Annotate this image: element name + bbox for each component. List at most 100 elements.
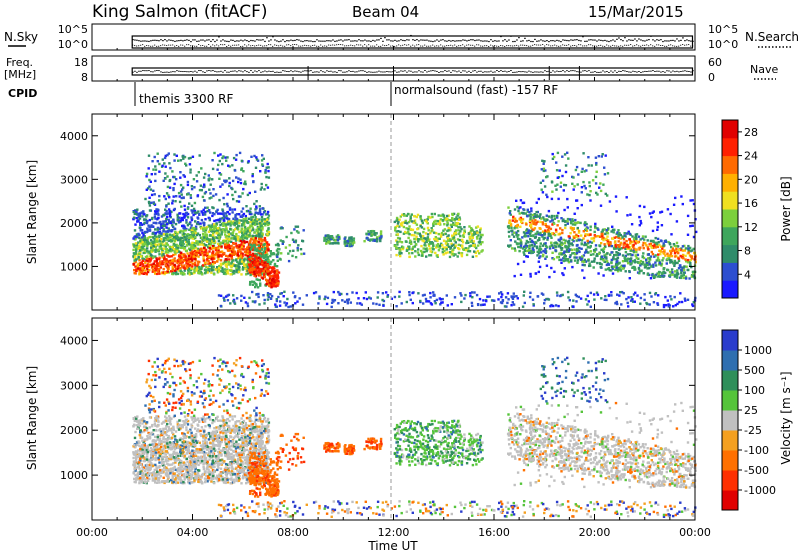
- noise-sample: [630, 44, 632, 46]
- echo-cell: [163, 272, 166, 276]
- echo-cell: [158, 257, 161, 261]
- freq-sample: [240, 70, 242, 72]
- echo-cell: [531, 221, 535, 224]
- echo-cell: [160, 232, 163, 235]
- echo-cell: [155, 222, 158, 225]
- echo-cell: [224, 224, 228, 228]
- echo-cell: [637, 235, 641, 238]
- echo-cell: [186, 207, 190, 210]
- freq-sample: [166, 71, 168, 73]
- noise-sample: [654, 40, 656, 42]
- freq-sample: [394, 70, 396, 72]
- freq-sample: [440, 71, 442, 73]
- echo-cell: [518, 242, 521, 245]
- echo-cell: [221, 241, 224, 245]
- echo-cell: [177, 221, 181, 224]
- noise-sample: [176, 40, 178, 42]
- echo-cell: [145, 250, 149, 253]
- noise-sample: [268, 40, 270, 42]
- echo-cell: [421, 221, 424, 225]
- echo-cell: [222, 261, 225, 265]
- freq-sample: [640, 71, 642, 73]
- noise-sample: [466, 40, 468, 42]
- echo-cell: [687, 247, 690, 250]
- echo-cell: [288, 244, 291, 247]
- echo-cell: [444, 242, 448, 245]
- echo-cell: [455, 216, 458, 219]
- echo-cell: [567, 261, 571, 264]
- noise-sample: [564, 39, 566, 41]
- echo-cell: [251, 255, 254, 258]
- noise-sample: [248, 44, 250, 46]
- echo-cell: [182, 266, 185, 269]
- noise-sample: [246, 45, 248, 47]
- noise-sample: [260, 39, 262, 41]
- echo-cell: [254, 254, 257, 257]
- echo-cell: [209, 192, 212, 195]
- echo-cell: [250, 246, 253, 250]
- noise-sample: [216, 39, 218, 41]
- freq-sample: [518, 71, 520, 73]
- noise-sample: [650, 35, 652, 37]
- echo-cell: [622, 238, 626, 241]
- noise-sample: [406, 39, 408, 41]
- echo-cell: [134, 251, 137, 255]
- echo-cell: [276, 255, 279, 259]
- noise-sample: [476, 39, 478, 41]
- echo-cell: [534, 235, 538, 239]
- echo-cell: [164, 197, 167, 201]
- noise-sample: [440, 44, 442, 46]
- echo-cell: [219, 259, 223, 262]
- echo-cell: [252, 241, 255, 245]
- echo-cell: [145, 221, 149, 225]
- freq-label-line2: [MHz]: [4, 68, 36, 81]
- noise-sample: [436, 45, 438, 47]
- echo-cell: [326, 239, 330, 243]
- echo-cell: [265, 278, 268, 281]
- freq-sample: [472, 70, 474, 72]
- echo-cell: [260, 243, 263, 247]
- echo-cell: [187, 270, 191, 274]
- echo-cell: [218, 159, 221, 163]
- echo-cell: [404, 221, 407, 224]
- noise-sample: [474, 45, 476, 47]
- echo-cell: [246, 193, 250, 197]
- echo-cell: [165, 226, 168, 229]
- echo-cell: [478, 237, 482, 240]
- noise-sample: [178, 45, 180, 47]
- freq-sample: [606, 71, 608, 73]
- echo-cell: [537, 260, 540, 263]
- noise-sample: [416, 39, 418, 41]
- freq-sample: [492, 71, 494, 73]
- echo-cell: [536, 220, 539, 223]
- echo-cell: [586, 246, 590, 249]
- echo-cell: [255, 234, 258, 238]
- echo-cell: [409, 219, 412, 222]
- echo-cell: [249, 267, 252, 271]
- echo-cell: [553, 244, 556, 248]
- echo-cell: [139, 255, 143, 258]
- echo-cell: [235, 232, 238, 236]
- freq-sample: [366, 71, 368, 73]
- echo-cell: [287, 259, 291, 263]
- echo-cell: [425, 240, 428, 244]
- echo-cell: [258, 254, 262, 257]
- freq-sample: [342, 71, 344, 73]
- echo-cell: [508, 235, 511, 238]
- freq-sample: [168, 71, 170, 73]
- freq-sample: [570, 70, 572, 72]
- echo-cell: [243, 264, 247, 268]
- echo-cell: [534, 219, 537, 222]
- echo-cell: [580, 203, 583, 207]
- noise-sample: [294, 39, 296, 42]
- echo-cell: [593, 257, 596, 260]
- echo-cell: [138, 236, 141, 240]
- echo-cell: [208, 238, 212, 241]
- echo-cell: [324, 234, 327, 237]
- echo-cell: [523, 249, 527, 253]
- echo-cell: [409, 228, 413, 231]
- echo-cell: [602, 247, 606, 250]
- echo-cell: [180, 205, 183, 208]
- noise-sample: [384, 45, 386, 47]
